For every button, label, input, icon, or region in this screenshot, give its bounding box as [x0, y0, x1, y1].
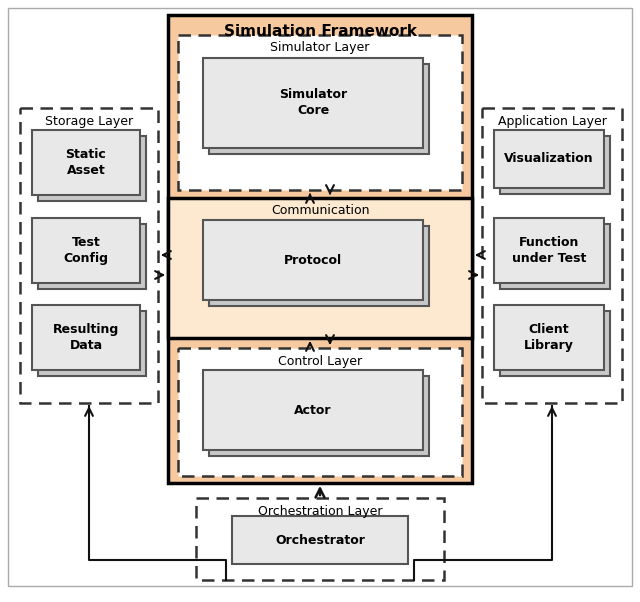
Text: Protocol: Protocol: [284, 253, 342, 267]
Bar: [168, 15, 472, 483]
Text: Visualization: Visualization: [504, 152, 594, 166]
Text: Static
Asset: Static Asset: [66, 148, 106, 177]
Bar: [494, 305, 604, 370]
Bar: [494, 218, 604, 283]
Bar: [494, 130, 604, 188]
Bar: [196, 498, 444, 580]
Bar: [32, 130, 140, 195]
Bar: [38, 311, 146, 376]
Text: Simulator Layer: Simulator Layer: [270, 42, 370, 55]
Text: Resulting
Data: Resulting Data: [53, 323, 119, 352]
Text: Simulation Framework: Simulation Framework: [223, 23, 417, 39]
Bar: [209, 64, 429, 154]
Bar: [232, 516, 408, 564]
Text: Client
Library: Client Library: [524, 323, 574, 352]
Bar: [38, 224, 146, 289]
Bar: [32, 218, 140, 283]
Bar: [203, 370, 423, 450]
Bar: [178, 348, 462, 476]
Text: Storage Layer: Storage Layer: [45, 116, 133, 128]
Text: Orchestrator: Orchestrator: [275, 533, 365, 547]
Text: Actor: Actor: [294, 403, 332, 417]
Bar: [203, 58, 423, 148]
Text: Orchestration Layer: Orchestration Layer: [258, 506, 382, 518]
Bar: [178, 35, 462, 190]
Bar: [482, 108, 622, 403]
Bar: [500, 224, 610, 289]
Bar: [32, 305, 140, 370]
Bar: [209, 376, 429, 456]
Bar: [500, 136, 610, 194]
Text: Function
under Test: Function under Test: [512, 236, 586, 265]
Bar: [38, 136, 146, 201]
Bar: [203, 220, 423, 300]
Text: Communication: Communication: [271, 205, 369, 217]
Bar: [500, 311, 610, 376]
Text: Application Layer: Application Layer: [497, 116, 607, 128]
Bar: [168, 198, 472, 338]
Bar: [20, 108, 158, 403]
Text: Simulator
Core: Simulator Core: [279, 88, 347, 117]
Bar: [209, 226, 429, 306]
Text: Control Layer: Control Layer: [278, 355, 362, 367]
Text: Test
Config: Test Config: [63, 236, 109, 265]
